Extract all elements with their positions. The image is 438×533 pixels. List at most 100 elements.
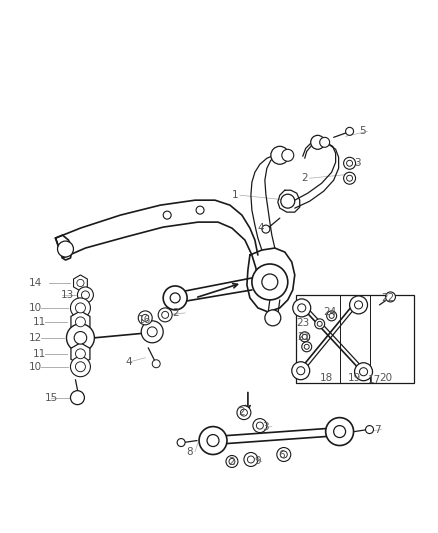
Circle shape	[302, 334, 307, 340]
Circle shape	[75, 362, 85, 372]
Circle shape	[355, 363, 372, 381]
Text: 10: 10	[28, 362, 42, 372]
Circle shape	[71, 357, 90, 377]
Polygon shape	[71, 343, 90, 365]
Circle shape	[300, 332, 310, 342]
Text: 13: 13	[60, 290, 74, 300]
Circle shape	[81, 291, 89, 299]
Text: 17: 17	[367, 375, 381, 385]
Polygon shape	[71, 311, 90, 333]
Circle shape	[142, 314, 149, 321]
Circle shape	[346, 175, 353, 181]
Circle shape	[304, 344, 309, 349]
Circle shape	[302, 342, 312, 352]
Circle shape	[343, 172, 356, 184]
Circle shape	[297, 367, 305, 375]
Circle shape	[163, 286, 187, 310]
Text: 4: 4	[125, 357, 132, 367]
Circle shape	[282, 149, 294, 161]
Circle shape	[262, 225, 270, 233]
Circle shape	[152, 360, 160, 368]
Circle shape	[329, 313, 334, 318]
Circle shape	[327, 311, 337, 321]
Text: 5: 5	[360, 126, 366, 136]
Circle shape	[253, 418, 267, 433]
Text: 11: 11	[32, 317, 46, 327]
Circle shape	[366, 425, 374, 433]
Polygon shape	[74, 275, 87, 291]
Text: 23: 23	[296, 318, 309, 328]
Circle shape	[71, 391, 85, 405]
Text: 18: 18	[320, 373, 333, 383]
Circle shape	[346, 160, 353, 166]
Circle shape	[385, 292, 396, 302]
Circle shape	[247, 456, 254, 463]
Circle shape	[75, 303, 85, 313]
Circle shape	[158, 308, 172, 322]
Circle shape	[326, 417, 353, 446]
Text: 7: 7	[374, 425, 381, 434]
Circle shape	[354, 301, 363, 309]
Circle shape	[240, 409, 247, 416]
Circle shape	[229, 458, 235, 464]
Text: 14: 14	[28, 278, 42, 288]
Text: 24: 24	[324, 307, 337, 317]
Circle shape	[280, 451, 287, 458]
Circle shape	[207, 434, 219, 447]
Circle shape	[57, 241, 74, 257]
Text: 2: 2	[172, 308, 179, 318]
Circle shape	[277, 448, 291, 462]
Text: 6: 6	[278, 449, 284, 459]
Text: 1: 1	[232, 190, 239, 200]
Circle shape	[74, 332, 87, 344]
Circle shape	[314, 319, 325, 329]
Circle shape	[343, 157, 356, 169]
Circle shape	[262, 274, 278, 290]
Text: 2: 2	[302, 173, 308, 183]
Text: 21: 21	[298, 332, 311, 342]
Circle shape	[350, 296, 367, 314]
Circle shape	[292, 362, 310, 379]
Text: 2: 2	[238, 407, 244, 417]
Circle shape	[75, 349, 85, 359]
Circle shape	[71, 298, 90, 318]
Circle shape	[196, 206, 204, 214]
Text: 11: 11	[32, 349, 46, 359]
Circle shape	[78, 287, 93, 303]
Text: 15: 15	[45, 393, 58, 402]
Circle shape	[293, 299, 311, 317]
Text: 3: 3	[262, 422, 268, 432]
Circle shape	[244, 453, 258, 466]
Circle shape	[77, 279, 84, 287]
Circle shape	[170, 293, 180, 303]
Text: 3: 3	[355, 158, 361, 168]
Circle shape	[360, 368, 367, 376]
Circle shape	[67, 324, 95, 352]
Circle shape	[226, 456, 238, 467]
Text: 4: 4	[258, 223, 265, 233]
Circle shape	[162, 311, 169, 318]
Circle shape	[334, 425, 346, 438]
Circle shape	[320, 138, 330, 147]
Text: 2: 2	[228, 457, 235, 467]
Circle shape	[317, 321, 322, 326]
Circle shape	[271, 147, 289, 164]
Text: 16: 16	[138, 315, 152, 325]
Bar	[296, 295, 414, 383]
Circle shape	[138, 311, 152, 325]
Circle shape	[163, 211, 171, 219]
Circle shape	[147, 327, 157, 337]
Text: 8: 8	[186, 447, 193, 457]
Circle shape	[311, 135, 325, 149]
Circle shape	[256, 422, 263, 429]
Circle shape	[199, 426, 227, 455]
Text: 12: 12	[28, 333, 42, 343]
Circle shape	[177, 439, 185, 447]
Circle shape	[75, 317, 85, 327]
Circle shape	[281, 194, 295, 208]
Text: 22: 22	[381, 293, 395, 303]
Text: 9: 9	[254, 456, 261, 466]
Circle shape	[298, 304, 306, 312]
Text: 20: 20	[379, 373, 392, 383]
Circle shape	[265, 310, 281, 326]
